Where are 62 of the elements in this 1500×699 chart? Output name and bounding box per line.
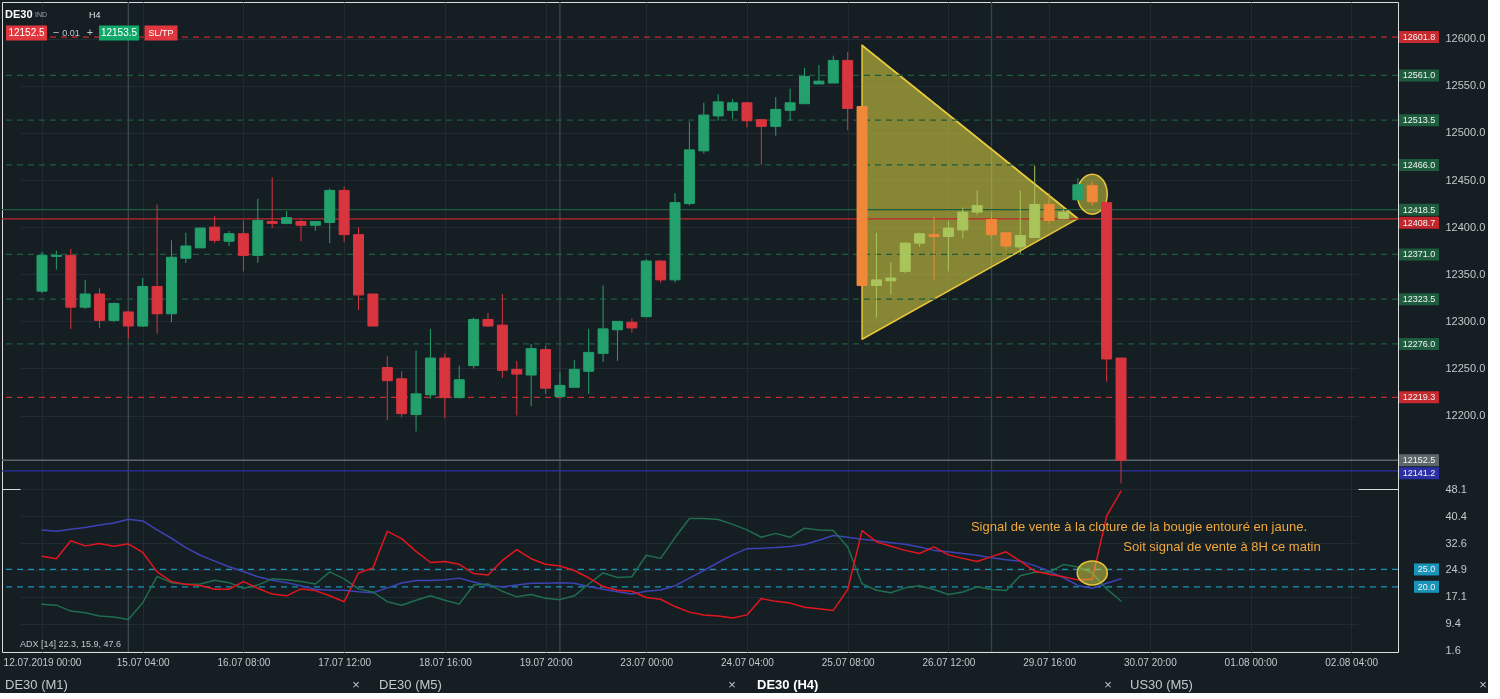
text: DE30 (H4) xyxy=(757,677,819,692)
ref-line-label: 12323.5 xyxy=(1402,294,1436,305)
ref-line-label: 12371.0 xyxy=(1402,249,1436,260)
x-tick-label: 30.07 20:00 xyxy=(1123,656,1178,668)
ref-line-label: 12219.3 xyxy=(1402,392,1436,403)
y-tick-label: 12300.0 xyxy=(1445,314,1486,327)
x-tick-label: 15.07 04:00 xyxy=(116,656,171,668)
text: US30 (M5) xyxy=(1130,677,1193,692)
x-tick-label: 12.07.2019 00:00 xyxy=(3,656,82,668)
y-tick-label: 12250.0 xyxy=(1445,361,1486,374)
text: DE30 (M1) xyxy=(5,677,68,692)
y-tick-label: 9.4 xyxy=(1445,617,1461,630)
ref-line-label: 12276.0 xyxy=(1402,338,1436,349)
y-tick-label: 24.9 xyxy=(1445,563,1467,576)
y-tick-label: 12200.0 xyxy=(1445,409,1486,422)
ref-line-label: 12418.5 xyxy=(1402,204,1436,215)
y-tick-label: 12450.0 xyxy=(1445,173,1486,186)
annotation: Soit signal de vente à 8H ce matin xyxy=(1123,539,1321,554)
y-tick-label: 32.6 xyxy=(1445,536,1467,549)
text: × xyxy=(728,677,736,692)
ref-line-label: 20.0 xyxy=(1417,581,1436,592)
x-tick-label: 24.07 04:00 xyxy=(721,656,775,668)
ref-line-label: 25.0 xyxy=(1417,564,1436,575)
text: × xyxy=(1104,677,1112,692)
y-tick-label: 12600.0 xyxy=(1445,32,1486,45)
y-tick-label: 12350.0 xyxy=(1445,267,1486,280)
y-tick-label: 12550.0 xyxy=(1445,79,1486,92)
annotation: H4 xyxy=(89,10,101,20)
x-tick-label: 02.08 04:00 xyxy=(1325,656,1379,668)
y-tick-label: 48.1 xyxy=(1445,482,1467,495)
ref-line-label: 12513.5 xyxy=(1402,115,1436,126)
text: ADX [14] 22.3, 15.9, 47.6 xyxy=(20,639,122,649)
text: DE30 (M5) xyxy=(379,677,442,692)
annotation: 0.01 xyxy=(62,28,80,38)
text: × xyxy=(352,677,360,692)
annotation: SL/TP xyxy=(148,28,174,38)
annotation: 12152.5 xyxy=(8,27,46,38)
y-tick-label: 12400.0 xyxy=(1445,220,1486,233)
x-tick-label: 16.07 08:00 xyxy=(217,656,271,668)
text: DE30 xyxy=(5,8,33,20)
x-tick-label: 19.07 20:00 xyxy=(519,656,573,668)
y-tick-label: 12500.0 xyxy=(1445,126,1486,139)
ref-line-label: 12561.0 xyxy=(1402,70,1436,81)
x-tick-label: 01.08 00:00 xyxy=(1224,656,1278,668)
y-tick-label: 17.1 xyxy=(1445,590,1467,603)
x-tick-label: 26.07 12:00 xyxy=(922,656,976,668)
annotation: + xyxy=(86,26,94,38)
ref-line-label: 12601.8 xyxy=(1402,32,1436,43)
ref-line-label: 12408.7 xyxy=(1402,217,1436,228)
x-tick-label: 23.07 00:00 xyxy=(620,656,674,668)
x-tick-label: 29.07 16:00 xyxy=(1023,656,1077,668)
ref-line-label: 12141.2 xyxy=(1402,468,1436,479)
y-tick-label: 40.4 xyxy=(1445,509,1467,522)
ref-line-label: 12152.5 xyxy=(1402,455,1436,466)
x-tick-label: 17.07 12:00 xyxy=(318,656,372,668)
x-tick-label: 18.07 16:00 xyxy=(418,656,473,668)
ref-line-label: 12466.0 xyxy=(1402,159,1436,170)
y-tick-label: 1.6 xyxy=(1445,644,1461,657)
text: × xyxy=(1479,677,1487,692)
annotation: 12153.5 xyxy=(100,27,138,38)
annotation: − xyxy=(52,26,60,38)
x-tick-label: 25.07 08:00 xyxy=(821,656,876,668)
